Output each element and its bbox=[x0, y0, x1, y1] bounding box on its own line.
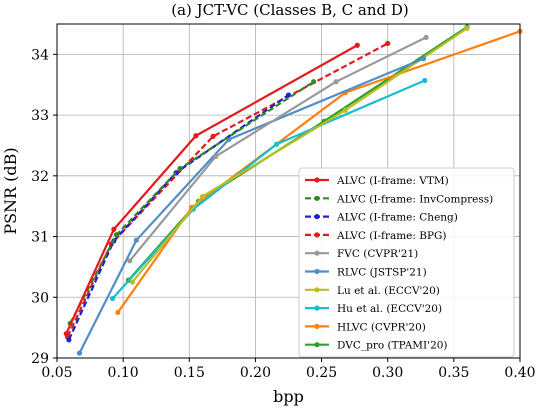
data-point bbox=[210, 133, 216, 139]
y-tick-label: 31 bbox=[31, 230, 49, 246]
data-point bbox=[177, 165, 183, 172]
series-line bbox=[128, 36, 427, 262]
series-line bbox=[69, 80, 315, 324]
data-point bbox=[111, 226, 117, 232]
legend-box bbox=[298, 167, 515, 358]
series bbox=[129, 25, 470, 285]
data-point bbox=[385, 40, 391, 47]
legend-label: RLVC (JSTSP'21) bbox=[337, 267, 427, 279]
data-point bbox=[354, 42, 360, 48]
legend-label: ALVC (I-frame: Cheng) bbox=[336, 212, 458, 224]
legend-marker bbox=[314, 305, 320, 311]
data-point bbox=[76, 350, 83, 356]
data-point bbox=[342, 107, 348, 113]
data-point bbox=[113, 232, 120, 238]
y-tick-label: 30 bbox=[31, 290, 49, 306]
data-point bbox=[127, 258, 133, 264]
data-point bbox=[464, 25, 470, 31]
series-line bbox=[78, 57, 424, 354]
legend-label: FVC (CVPR'21) bbox=[337, 248, 418, 260]
y-tick-label: 34 bbox=[31, 47, 49, 63]
legend-marker bbox=[314, 268, 320, 275]
series-line bbox=[66, 42, 389, 338]
legend-marker bbox=[314, 232, 320, 238]
series bbox=[63, 42, 360, 337]
plot-frame bbox=[56, 23, 521, 359]
data-point bbox=[285, 92, 292, 98]
chart-title: (a) JCT-VC (Classes B, C and D) bbox=[171, 1, 409, 19]
x-axis-label: bpp bbox=[273, 387, 304, 406]
data-point bbox=[63, 331, 69, 337]
series-line bbox=[131, 27, 468, 283]
data-point bbox=[109, 295, 116, 302]
legend-marker bbox=[314, 287, 320, 293]
data-point bbox=[199, 193, 206, 200]
y-axis-label: PSNR (dB) bbox=[1, 147, 20, 234]
series bbox=[127, 34, 429, 264]
data-point bbox=[273, 141, 280, 147]
data-point bbox=[193, 133, 199, 139]
y-tick-label: 32 bbox=[31, 169, 49, 185]
x-tick-label: 0.25 bbox=[306, 365, 337, 381]
legend-marker bbox=[314, 177, 320, 183]
x-tick-label: 0.35 bbox=[438, 365, 469, 381]
legend-label: ALVC (I-frame: VTM) bbox=[336, 175, 449, 187]
legend-marker bbox=[314, 214, 320, 220]
legend-marker bbox=[314, 250, 320, 256]
data-point bbox=[311, 79, 317, 85]
x-tick-label: 0.05 bbox=[41, 365, 72, 381]
legend-marker bbox=[314, 342, 320, 348]
legend-marker bbox=[314, 323, 320, 329]
data-point bbox=[115, 309, 121, 316]
legend: ALVC (I-frame: VTM) ALVC (I-frame: InvCom… bbox=[298, 167, 515, 358]
data-point bbox=[213, 153, 219, 159]
x-tick-label: 0.40 bbox=[504, 365, 535, 381]
legend-label: ALVC (I-frame: InvCompress) bbox=[336, 193, 493, 205]
x-tick-label: 0.20 bbox=[240, 365, 271, 381]
x-tick-label: 0.30 bbox=[372, 365, 403, 381]
legend-label: Hu et al. (ECCV'20) bbox=[337, 303, 442, 315]
legend-marker bbox=[314, 195, 320, 201]
x-tick-label: 0.10 bbox=[108, 365, 139, 381]
data-point bbox=[129, 279, 136, 285]
legend-label: ALVC (I-frame: BPG) bbox=[336, 230, 447, 242]
y-tick-label: 33 bbox=[31, 108, 49, 124]
data-point bbox=[333, 79, 339, 85]
legend-label: DVC_pro (TPAMI'20) bbox=[337, 340, 448, 352]
axis-ticks: 0.05 0.10 0.15 0.20 0.25 0.30 0.35 0.40 29 30 31 32… bbox=[31, 47, 535, 381]
data-point bbox=[423, 34, 429, 40]
legend-label: Lu et al. (ECCV'20) bbox=[337, 285, 440, 297]
data-point bbox=[133, 237, 139, 243]
y-tick-label: 29 bbox=[31, 351, 49, 367]
series-layer bbox=[63, 24, 523, 356]
data-point bbox=[66, 337, 72, 343]
x-tick-label: 0.15 bbox=[174, 365, 205, 381]
legend-label: HLVC (CVPR'20) bbox=[337, 321, 426, 333]
data-point bbox=[422, 77, 428, 84]
series-line bbox=[67, 94, 290, 341]
data-point bbox=[420, 56, 427, 62]
series-line bbox=[65, 44, 358, 335]
